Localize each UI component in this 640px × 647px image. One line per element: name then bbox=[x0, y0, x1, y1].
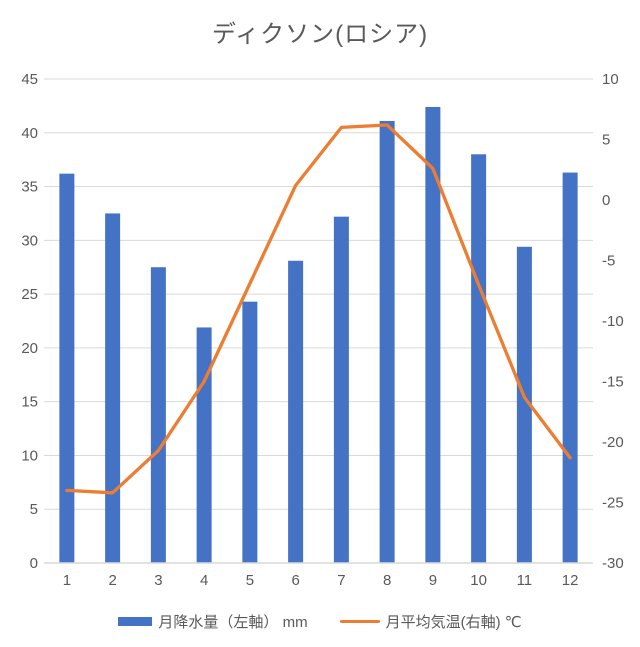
x-axis-label: 1 bbox=[63, 572, 71, 589]
legend-item-temperature: 月平均気温(右軸) ℃ bbox=[339, 611, 522, 632]
x-axis-label: 5 bbox=[246, 572, 254, 589]
bar-month-2 bbox=[105, 213, 121, 563]
x-axis-label: 8 bbox=[383, 572, 391, 589]
legend-label-precipitation: 月降水量（左軸） mm bbox=[158, 613, 308, 631]
x-axis-label: 9 bbox=[429, 572, 437, 589]
x-axis-label: 4 bbox=[200, 572, 208, 589]
right-axis-tick-label: -15 bbox=[602, 374, 624, 391]
right-axis-tick-label: -20 bbox=[602, 434, 624, 451]
right-axis-tick-label: -5 bbox=[602, 253, 615, 270]
x-axis-label: 11 bbox=[517, 572, 533, 589]
right-axis-tick-label: -10 bbox=[602, 313, 624, 330]
left-axis-tick-label: 15 bbox=[21, 394, 38, 411]
left-axis-tick-label: 40 bbox=[21, 125, 38, 142]
bar-month-10 bbox=[471, 154, 487, 564]
temperature-line bbox=[65, 123, 572, 495]
left-axis-tick-label: 45 bbox=[21, 71, 38, 88]
left-axis-tick-label: 20 bbox=[21, 340, 38, 357]
bar-month-5 bbox=[242, 301, 258, 563]
x-axis-label: 3 bbox=[154, 572, 162, 589]
bar-month-1 bbox=[59, 173, 75, 563]
bar-month-7 bbox=[333, 216, 349, 563]
right-axis-tick-label: 0 bbox=[602, 192, 610, 209]
right-axis-tick-label: 5 bbox=[602, 132, 610, 149]
left-axis-tick-label: 5 bbox=[30, 501, 38, 518]
bar-month-3 bbox=[150, 267, 166, 563]
chart-title: ディクソン(ロシア) bbox=[211, 21, 429, 48]
bar-month-12 bbox=[562, 172, 578, 563]
right-axis-tick-label: -30 bbox=[602, 555, 624, 572]
legend-item-precipitation: 月降水量（左軸） mm bbox=[118, 611, 308, 632]
bar-month-11 bbox=[516, 246, 532, 563]
precipitation-swatch-icon bbox=[118, 616, 153, 626]
bar-month-6 bbox=[288, 260, 304, 563]
temperature-swatch-icon bbox=[339, 619, 380, 623]
x-axis-label: 10 bbox=[470, 572, 487, 589]
left-axis-tick-label: 10 bbox=[21, 447, 38, 464]
right-axis-tick-label: -25 bbox=[602, 495, 624, 512]
x-axis-label: 12 bbox=[562, 572, 579, 589]
x-axis-label: 2 bbox=[108, 572, 116, 589]
bar-month-8 bbox=[379, 120, 395, 564]
legend: 月降水量（左軸） mm 月平均気温(右軸) ℃ bbox=[0, 610, 640, 632]
bar-month-4 bbox=[196, 327, 212, 563]
left-axis-tick-label: 30 bbox=[21, 232, 38, 249]
left-axis-tick-label: 35 bbox=[21, 179, 38, 196]
x-axis-label: 6 bbox=[291, 572, 299, 589]
legend-label-temperature: 月平均気温(右軸) ℃ bbox=[385, 613, 522, 631]
left-axis-tick-label: 0 bbox=[30, 555, 38, 572]
left-axis-tick-label: 25 bbox=[21, 286, 38, 303]
right-axis-tick-label: 10 bbox=[602, 71, 619, 88]
x-axis-label: 7 bbox=[337, 572, 345, 589]
bar-month-9 bbox=[425, 106, 441, 563]
